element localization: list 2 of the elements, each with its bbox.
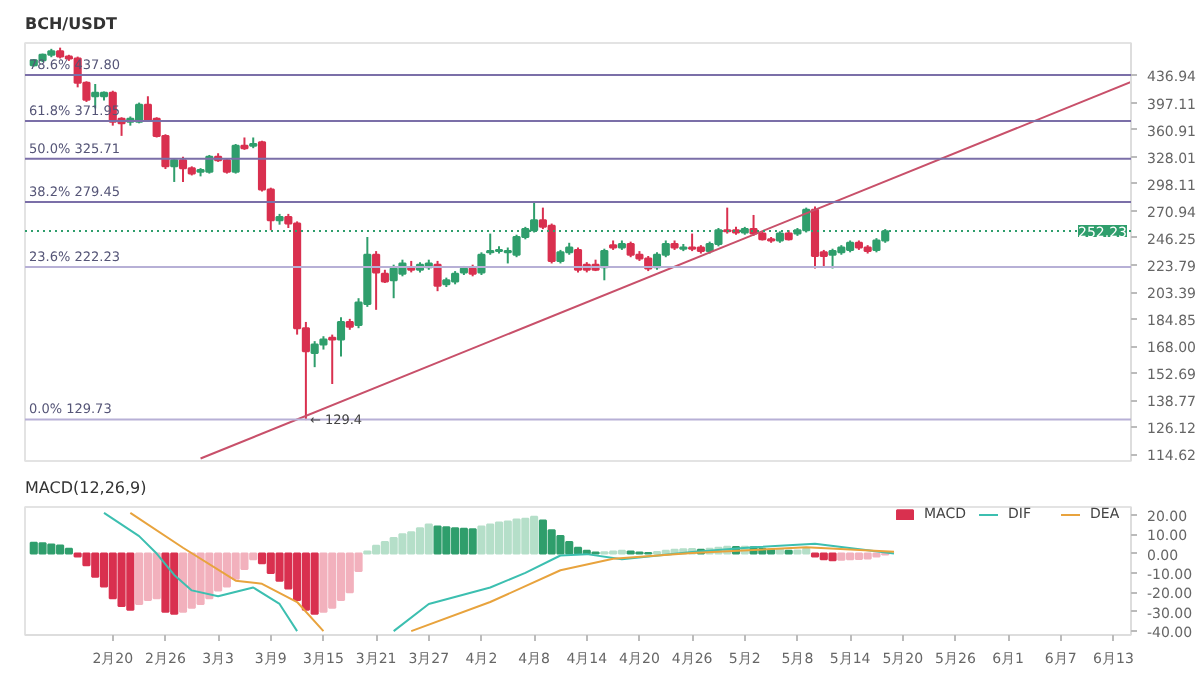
chart-title: MACD(12,26,9) [25, 479, 147, 497]
chart-title: BCH/USDT [25, 15, 118, 33]
